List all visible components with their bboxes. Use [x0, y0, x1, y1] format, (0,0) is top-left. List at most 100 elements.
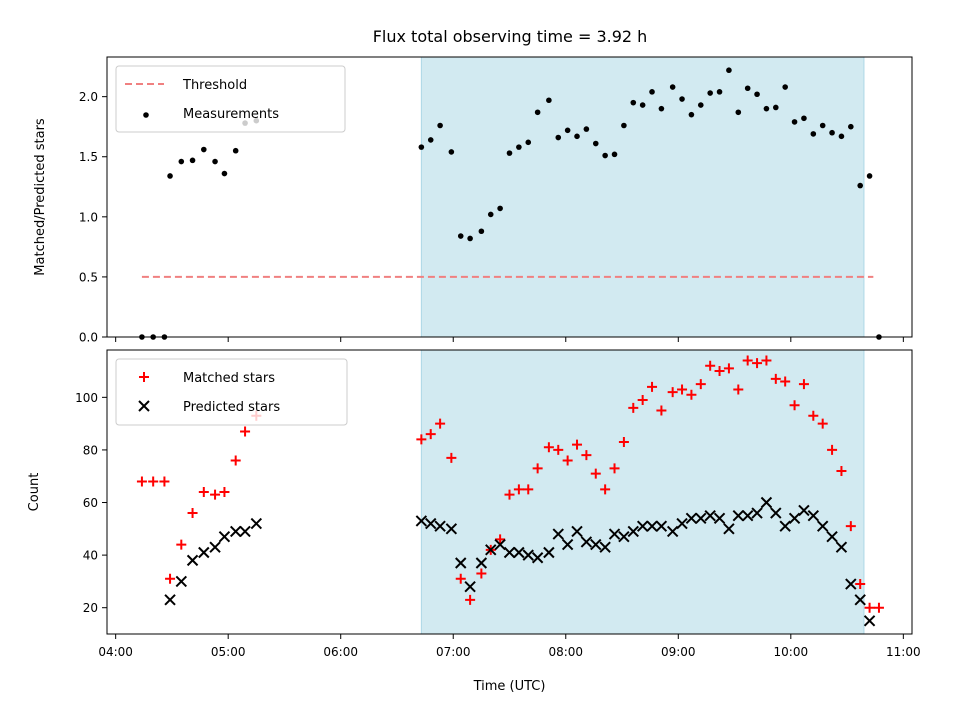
series-predicted-stars	[164, 496, 876, 627]
matched-point	[723, 363, 734, 374]
matched-point	[240, 426, 251, 437]
measurement-point	[639, 102, 646, 108]
predicted-point	[807, 509, 820, 522]
predicted-point	[485, 544, 497, 556]
predicted-point	[198, 546, 210, 559]
predicted-point	[229, 525, 242, 538]
legend-label: Predicted stars	[183, 400, 280, 415]
predicted-point	[580, 536, 593, 548]
matched-point	[600, 484, 611, 495]
measurement-point	[735, 109, 742, 116]
matched-point	[780, 376, 791, 387]
legend: Threshold Measurements	[115, 65, 346, 133]
measurement-point	[516, 144, 522, 150]
measurement-point	[506, 150, 513, 156]
measurement-point	[669, 84, 676, 90]
predicted-point	[513, 546, 525, 559]
matched-point	[572, 439, 583, 450]
measurement-point	[838, 133, 845, 140]
predicted-point	[218, 530, 231, 543]
measurement-point	[611, 151, 618, 158]
predicted-point	[751, 507, 763, 519]
matched-point	[476, 568, 487, 579]
observing-window-shade	[420, 56, 865, 338]
matched-point	[705, 360, 716, 371]
measurement-point	[801, 115, 807, 122]
matched-point	[733, 384, 744, 395]
predicted-point	[704, 509, 716, 522]
y-tick-label: 1.0	[79, 210, 98, 224]
legend-label: Matched stars	[183, 371, 275, 386]
axes-frame	[106, 349, 913, 635]
measurement-point	[546, 97, 552, 104]
predicted-point	[464, 580, 476, 593]
panel-counts: 20 40 60 80 100 04:00 05:00 06:00 07:00 08:00 09:0…	[27, 349, 921, 694]
predicted-point	[713, 512, 726, 525]
matched-point	[446, 452, 457, 463]
predicted-point	[863, 615, 876, 627]
predicted-point	[239, 525, 251, 538]
measurement-point	[555, 134, 562, 141]
axes-frame	[106, 56, 913, 338]
legend-measurement-swatch	[143, 112, 149, 118]
y-tick-label: 60	[83, 496, 98, 510]
y-axis-label: Count	[27, 473, 42, 512]
measurement-point	[773, 104, 779, 111]
measurement-point	[621, 122, 627, 129]
measurement-point	[534, 109, 541, 116]
predicted-point	[175, 575, 188, 588]
matched-point	[465, 594, 476, 605]
matched-point	[808, 410, 819, 421]
predicted-point	[695, 512, 707, 525]
legend: Matched stars Predicted stars	[115, 358, 348, 426]
measurement-point	[487, 211, 494, 218]
figure-title: Flux total observing time = 3.92 h	[373, 27, 648, 46]
measurement-point	[201, 146, 207, 153]
measurement-point	[810, 131, 817, 137]
matched-point	[628, 402, 639, 413]
predicted-point	[798, 504, 810, 517]
matched-point	[435, 418, 446, 429]
x-tick-label: 04:00	[98, 645, 133, 659]
matched-point	[855, 579, 866, 590]
matched-point	[148, 476, 159, 487]
matched-point	[656, 405, 667, 416]
predicted-point	[455, 557, 467, 569]
series-measurements	[139, 67, 882, 340]
measurement-point	[574, 133, 580, 140]
matched-point	[543, 442, 554, 453]
predicted-point	[186, 554, 199, 567]
predicted-point	[445, 523, 458, 535]
matched-point	[553, 444, 564, 455]
y-tick-label: 100	[75, 391, 98, 405]
predicted-point	[732, 509, 745, 522]
predicted-point	[760, 496, 773, 509]
predicted-point	[646, 520, 658, 532]
matched-point	[187, 508, 198, 519]
measurement-point	[829, 129, 835, 136]
predicted-point	[415, 515, 428, 527]
predicted-point	[434, 520, 446, 532]
matched-point	[761, 355, 772, 366]
predicted-point	[561, 538, 574, 551]
matched-point	[581, 450, 592, 461]
predicted-point	[164, 594, 176, 606]
y-tick-label: 20	[83, 601, 98, 615]
y-tick-label: 1.5	[79, 150, 98, 164]
matched-point	[562, 455, 573, 466]
measurement-point	[212, 158, 218, 165]
matched-point	[836, 465, 847, 476]
x-tick-label: 06:00	[323, 645, 358, 659]
predicted-point	[618, 530, 630, 543]
matched-point	[637, 394, 648, 405]
legend-label: Threshold	[182, 78, 247, 93]
matched-point	[416, 434, 427, 445]
panel-ratio: 0.0 0.5 1.0 1.5 2.0 Matched/Predicted stars Th…	[33, 56, 913, 345]
predicted-point	[522, 549, 534, 561]
measurement-point	[437, 122, 443, 129]
matched-point	[425, 429, 436, 440]
measurement-point	[525, 139, 532, 146]
matched-point	[513, 484, 524, 495]
x-tick-label: 08:00	[548, 645, 583, 659]
